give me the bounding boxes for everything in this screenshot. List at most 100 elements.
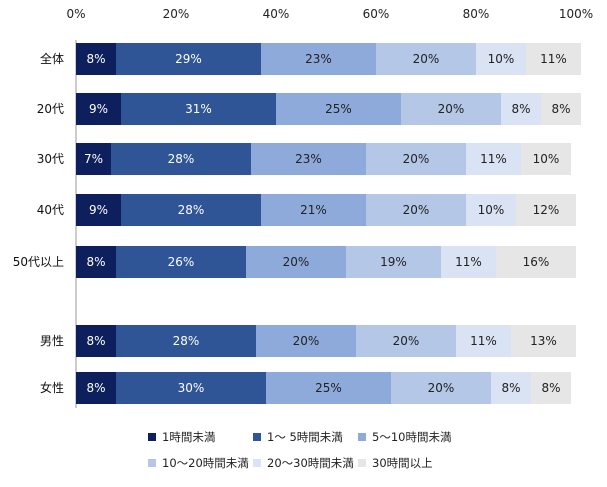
data-label-row0-series3: 20% — [413, 52, 440, 66]
legend-label-0: 1時間未満 — [162, 430, 215, 444]
data-label-row1-series1: 31% — [185, 102, 212, 116]
x-tick-label-3: 60% — [363, 7, 390, 21]
bar-row3-1-5-1 — [121, 194, 261, 226]
bar-row1-20-30-4 — [501, 93, 541, 125]
bar-row4-30-5 — [496, 246, 576, 278]
data-label-row3-series2: 21% — [300, 203, 327, 217]
data-label-row3-series0: 9% — [89, 203, 108, 217]
plot-area: 8% 29% 23% 20% 10% 11% 9% 31% 25% 20% 8% 8% 7% 28% 23%… — [76, 43, 581, 404]
bar-row5-5-10-2 — [256, 325, 356, 357]
data-label-row3-series3: 20% — [403, 203, 430, 217]
bar-row0-20-30-4 — [476, 43, 526, 75]
category-label-1: 20代 — [37, 102, 64, 116]
data-label-row6-series5: 8% — [541, 381, 560, 395]
x-tick-label-5: 100% — [559, 7, 593, 21]
bar-row1-10-20-3 — [401, 93, 501, 125]
bar-row2-5-10-2 — [251, 143, 366, 175]
data-label-row2-series3: 20% — [403, 152, 430, 166]
data-label-row2-series5: 10% — [533, 152, 560, 166]
bar-row2-10-20-3 — [366, 143, 466, 175]
bar-row0-30-5 — [526, 43, 581, 75]
legend-swatch-4 — [253, 459, 261, 467]
bar-row6-5-10-2 — [266, 372, 391, 404]
bar-row3-5-10-2 — [261, 194, 366, 226]
data-label-row5-series2: 20% — [293, 334, 320, 348]
bar-row3-20-30-4 — [466, 194, 516, 226]
data-label-row4-series1: 26% — [168, 255, 195, 269]
legend-label-2: 5～10時間未満 — [372, 430, 451, 444]
bar-row5-30-5 — [511, 325, 576, 357]
bar-row6-1-0 — [76, 372, 116, 404]
bar-row5-20-30-4 — [456, 325, 511, 357]
data-label-row5-series4: 11% — [470, 334, 497, 348]
bar-row5-10-20-3 — [356, 325, 456, 357]
category-label-3: 40代 — [37, 203, 64, 217]
data-label-row3-series4: 10% — [478, 203, 505, 217]
bar-row1-30-5 — [541, 93, 581, 125]
category-label-4: 50代以上 — [13, 255, 64, 269]
x-tick-label-2: 40% — [263, 7, 290, 21]
bar-row1-1-0 — [76, 93, 121, 125]
x-tick-label-0: 0% — [66, 7, 85, 21]
data-label-row1-series2: 25% — [325, 102, 352, 116]
category-label-6: 女性 — [40, 380, 64, 395]
data-label-row4-series4: 11% — [455, 255, 482, 269]
data-label-row5-series5: 13% — [530, 334, 557, 348]
data-label-row6-series1: 30% — [178, 381, 205, 395]
data-label-row0-series1: 29% — [175, 52, 202, 66]
bar-row6-1-5-1 — [116, 372, 266, 404]
legend: 1時間未満 1～ 5時間未満 5～10時間未満 10～20時間未満 20～30時間未満 3… — [148, 430, 451, 470]
legend-swatch-3 — [148, 459, 156, 467]
bar-row6-20-30-4 — [491, 372, 531, 404]
bar-row3-30-5 — [516, 194, 576, 226]
bar-row4-10-20-3 — [346, 246, 441, 278]
bar-row3-10-20-3 — [366, 194, 466, 226]
data-label-row4-series5: 16% — [523, 255, 550, 269]
legend-label-4: 20～30時間未満 — [267, 456, 354, 470]
legend-label-5: 30時間以上 — [372, 456, 433, 470]
bar-row2-20-30-4 — [466, 143, 521, 175]
category-label-5: 男性 — [40, 334, 64, 348]
data-label-row6-series4: 8% — [501, 381, 520, 395]
data-label-row3-series5: 12% — [533, 203, 560, 217]
category-label-2: 30代 — [37, 152, 64, 166]
data-label-row2-series2: 23% — [295, 152, 322, 166]
bar-row0-1-0 — [76, 43, 116, 75]
x-axis-ticks: 0% 20% 40% 60% 80% 100% — [66, 7, 593, 21]
bar-row5-1-5-1 — [116, 325, 256, 357]
bar-row1-1-5-1 — [121, 93, 276, 125]
x-tick-label-1: 20% — [163, 7, 190, 21]
legend-swatch-0 — [148, 433, 156, 441]
legend-swatch-5 — [358, 459, 366, 467]
legend-label-1: 1～ 5時間未満 — [267, 430, 343, 444]
bar-row0-5-10-2 — [261, 43, 376, 75]
data-label-row2-series1: 28% — [168, 152, 195, 166]
data-label-row1-series0: 9% — [89, 102, 108, 116]
category-label-0: 全体 — [40, 51, 64, 66]
data-label-row1-series3: 20% — [438, 102, 465, 116]
data-label-row5-series1: 28% — [173, 334, 200, 348]
bar-row4-5-10-2 — [246, 246, 346, 278]
data-label-row6-series0: 8% — [86, 381, 105, 395]
data-label-row4-series3: 19% — [380, 255, 407, 269]
x-tick-label-4: 80% — [463, 7, 490, 21]
data-label-row4-series2: 20% — [283, 255, 310, 269]
legend-label-3: 10～20時間未満 — [162, 456, 249, 470]
data-label-row4-series0: 8% — [86, 255, 105, 269]
bar-row6-30-5 — [531, 372, 571, 404]
bar-row2-1-0 — [76, 143, 111, 175]
bar-row6-10-20-3 — [391, 372, 491, 404]
bar-row3-1-0 — [76, 194, 121, 226]
data-label-row3-series1: 28% — [178, 203, 205, 217]
data-label-row6-series3: 20% — [428, 381, 455, 395]
bar-row1-5-10-2 — [276, 93, 401, 125]
bar-row2-30-5 — [521, 143, 571, 175]
bar-row0-1-5-1 — [116, 43, 261, 75]
bar-row2-1-5-1 — [111, 143, 251, 175]
data-label-row0-series4: 10% — [488, 52, 515, 66]
data-label-row0-series5: 11% — [540, 52, 567, 66]
bar-row0-10-20-3 — [376, 43, 476, 75]
data-label-row5-series0: 8% — [86, 334, 105, 348]
